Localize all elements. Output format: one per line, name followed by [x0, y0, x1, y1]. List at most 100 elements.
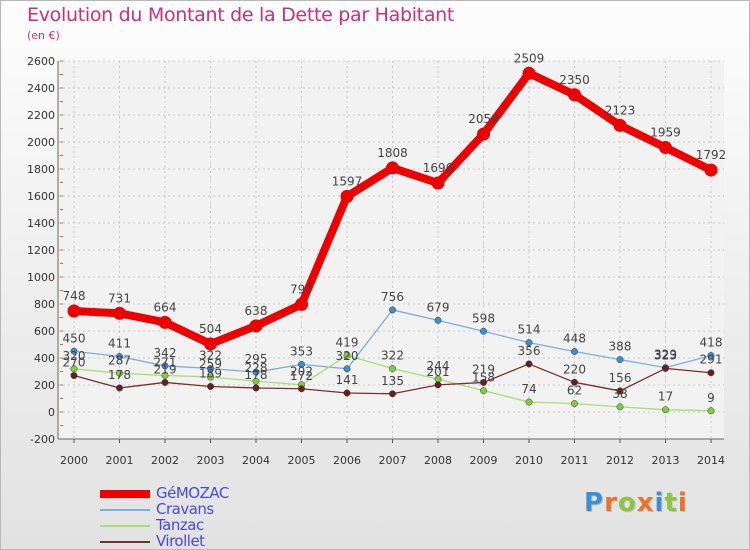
data-point: [704, 163, 718, 177]
x-tick-label: 2008: [424, 454, 452, 467]
data-label: 291: [700, 353, 723, 367]
data-label: 322: [381, 349, 404, 363]
data-label: 1696: [423, 161, 454, 175]
data-label: 38: [612, 387, 627, 401]
data-label: 2123: [605, 103, 636, 117]
y-tick-label: 1000: [27, 271, 55, 284]
data-point: [113, 306, 126, 320]
x-tick-label: 2012: [606, 454, 634, 467]
chart-unit: (en €): [27, 29, 60, 42]
data-point: [522, 66, 536, 80]
data-label: 356: [518, 344, 541, 358]
data-label: 2350: [559, 73, 590, 87]
data-label: 172: [290, 369, 313, 383]
data-label: 135: [381, 374, 404, 388]
legend-swatch: [100, 490, 150, 498]
data-point: [158, 315, 172, 329]
data-point: [480, 378, 487, 386]
y-tick-label: 2400: [27, 82, 55, 95]
data-point: [298, 360, 305, 368]
data-label: 17: [658, 390, 673, 404]
data-label: 388: [609, 340, 632, 354]
data-point: [613, 118, 627, 132]
x-tick-label: 2014: [697, 454, 725, 467]
data-label: 219: [472, 362, 495, 376]
data-label: 270: [63, 356, 86, 370]
data-label: 202: [290, 365, 313, 379]
x-tick-label: 2010: [515, 454, 543, 467]
data-label: 342: [154, 346, 177, 360]
x-tick-label: 2007: [379, 454, 407, 467]
x-tick-label: 2011: [561, 454, 589, 467]
data-label: 2509: [514, 51, 545, 65]
data-label: 2059: [468, 112, 499, 126]
logo-letter: o: [617, 488, 637, 518]
x-tick-label: 2004: [242, 454, 270, 467]
data-label: 156: [609, 371, 632, 385]
data-label: 244: [427, 359, 450, 373]
data-point: [434, 381, 442, 389]
y-tick-label: 200: [34, 379, 55, 392]
data-label: 638: [245, 304, 268, 318]
data-point: [480, 327, 487, 335]
x-tick-label: 2000: [60, 454, 88, 467]
data-point: [67, 304, 81, 318]
data-point: [161, 362, 169, 370]
data-point: [571, 348, 578, 355]
x-tick-label: 2005: [288, 454, 316, 467]
data-point: [343, 365, 351, 373]
y-tick-label: 1400: [27, 217, 55, 230]
data-label: 1959: [650, 126, 681, 140]
data-point: [389, 390, 396, 398]
data-point: [386, 161, 399, 175]
logo-letter: P: [584, 488, 605, 518]
data-point: [707, 369, 715, 377]
data-point: [389, 365, 396, 372]
data-point: [249, 319, 263, 333]
data-point: [70, 365, 78, 373]
data-point: [525, 339, 533, 347]
data-label: 201: [427, 365, 450, 379]
data-label: 158: [472, 371, 495, 385]
data-label: 1792: [696, 148, 727, 162]
y-tick-label: 2200: [27, 109, 55, 122]
logo-letter: i: [677, 488, 688, 518]
data-point: [70, 372, 78, 379]
y-tick-label: 1600: [27, 190, 55, 203]
data-point: [616, 403, 624, 411]
data-label: 756: [381, 290, 404, 304]
data-label: 9: [707, 391, 715, 405]
y-tick-label: 2600: [27, 55, 55, 68]
chart-title: Evolution du Montant de la Dette par Hab…: [27, 4, 455, 26]
data-point: [161, 378, 169, 386]
data-label: 598: [472, 311, 495, 325]
y-tick-label: 1200: [27, 244, 55, 257]
data-point: [207, 365, 214, 372]
data-label: 259: [199, 357, 222, 371]
logo-letter: x: [636, 488, 655, 518]
logo-letter: r: [604, 488, 618, 518]
data-label: 62: [567, 384, 582, 398]
data-label: 287: [108, 353, 131, 367]
data-label: 450: [63, 331, 86, 345]
data-label: 504: [199, 322, 222, 336]
y-tick-label: 800: [34, 298, 55, 311]
data-point: [252, 377, 260, 385]
data-point: [343, 389, 351, 397]
data-point: [295, 297, 308, 311]
data-point: [662, 364, 669, 372]
data-label: 664: [154, 300, 177, 314]
data-point: [116, 369, 123, 377]
data-point: [525, 360, 533, 368]
y-tick-label: 1800: [27, 163, 55, 176]
data-point: [616, 387, 624, 395]
data-point: [477, 127, 490, 141]
data-label: 419: [336, 335, 359, 349]
data-label: 448: [563, 332, 586, 346]
data-point: [252, 384, 260, 392]
data-point: [252, 368, 260, 376]
data-point: [116, 353, 123, 360]
data-point: [116, 384, 123, 392]
data-label: 514: [518, 323, 541, 337]
